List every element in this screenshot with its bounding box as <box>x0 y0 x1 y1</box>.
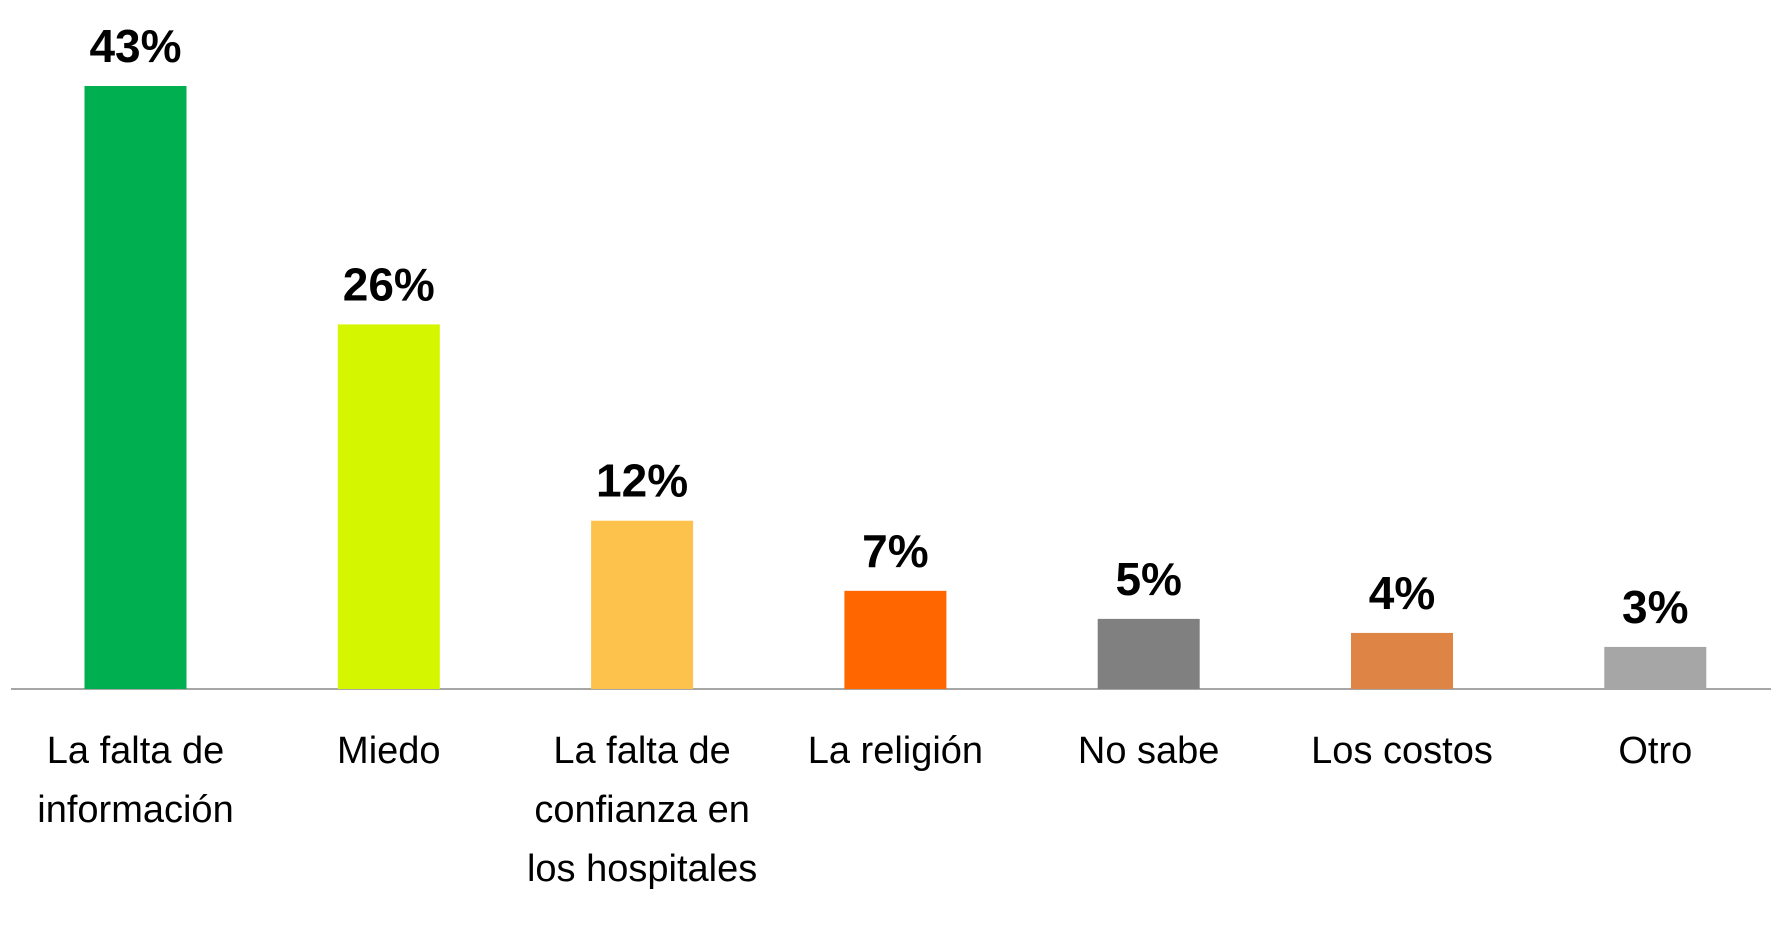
x-tick-label: La falta de información <box>37 730 234 831</box>
value-label: 3% <box>1622 581 1688 633</box>
bar <box>84 86 187 689</box>
value-label: 43% <box>89 20 181 72</box>
bar <box>844 590 947 689</box>
value-label: 4% <box>1369 567 1435 619</box>
x-tick-label: Otro <box>1618 730 1693 772</box>
x-tick-label: La religión <box>807 730 984 772</box>
x-tick-label: Los costos <box>1311 730 1493 772</box>
value-label: 26% <box>343 258 435 310</box>
bar <box>591 520 694 689</box>
bar <box>337 324 440 689</box>
value-label: 5% <box>1115 553 1181 605</box>
value-label: 12% <box>596 455 688 507</box>
value-label: 7% <box>862 525 928 577</box>
x-tick-label: Miedo <box>337 730 441 772</box>
x-tick-label: No sabe <box>1077 730 1220 772</box>
bar <box>1097 618 1200 689</box>
bar <box>1351 632 1453 689</box>
x-tick-label: La falta de confianza en los hospitales <box>526 730 758 890</box>
bar <box>1604 646 1707 689</box>
